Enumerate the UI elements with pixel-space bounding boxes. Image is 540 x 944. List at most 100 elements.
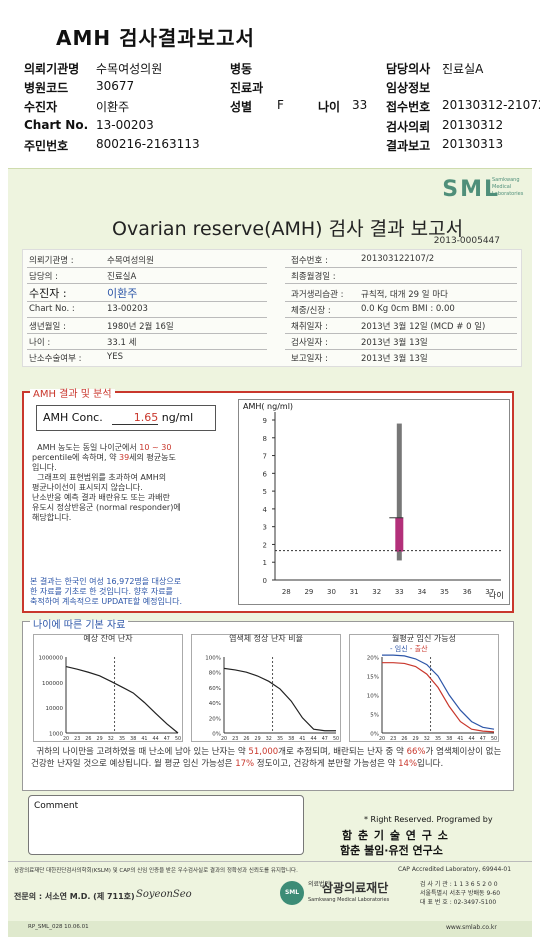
info-report: 2013년 3월 13일: [361, 354, 428, 364]
foundation-name-en: Samkwang Medical Laboratories: [308, 897, 390, 903]
mini-x-tick-label: 38: [446, 736, 452, 742]
age-summary: 귀하의 나이만을 고려하였을 때 난소에 남아 있는 난자는 약 51,000개…: [31, 746, 507, 770]
amh-desc-range: 10 ~ 30: [139, 443, 172, 452]
x-tick-label: 35: [440, 588, 449, 596]
foundation-prefix: 의료법인: [308, 881, 331, 888]
x-tick-label: 33: [395, 588, 404, 596]
institution-value: 수목여성의원: [96, 62, 163, 76]
form-number: RP_SML_028 10.06.01: [28, 924, 89, 930]
summary-preg: 17%: [235, 759, 255, 769]
amh-conc-box: AMH Conc. 1.65 ng/ml: [36, 405, 216, 431]
amh-chart-ylabel: AMH( ng/ml): [243, 402, 294, 411]
info-doctor-label: 담당의 :: [29, 272, 59, 282]
normal-egg-ratio-svg: 100% 80% 60% 40% 20% 0%20 23 26 29 32 35 38 41 44 47 50: [205, 656, 339, 743]
ward-label: 병동: [230, 62, 253, 76]
info-age-label: 나이 :: [29, 338, 51, 348]
x-tick-label: 37: [485, 588, 494, 596]
mini-x-tick-label: 44: [311, 736, 317, 742]
remaining-eggs-title: 예상 잔여 난자: [83, 634, 133, 643]
mini-x-tick-label: 44: [469, 736, 475, 742]
report-title: Ovarian reserve(AMH) 검사 결과 보고서: [112, 218, 464, 240]
info-receipt: 201303122107/2: [361, 254, 435, 264]
pregnancy-legend: - 임신 - 출산: [390, 645, 428, 653]
mini-x-tick-label: 44: [153, 736, 159, 742]
mini-x-tick-label: 26: [85, 736, 91, 742]
age-section-title: 나이에 따른 기본 자료: [30, 620, 129, 631]
y-tick-label: 8: [263, 435, 267, 443]
doctor-label: 담당의사: [386, 62, 431, 76]
info-collect-label: 채취일자 :: [291, 322, 328, 332]
signature: SoyeonSeo: [136, 889, 192, 900]
mini-x-tick-label: 26: [401, 736, 407, 742]
request-label: 검사의뢰: [386, 120, 431, 134]
info-doctor: 진료실A: [107, 272, 137, 282]
mini-x-tick-label: 29: [97, 736, 103, 742]
mini-x-tick-label: 32: [424, 736, 430, 742]
comment-label: Comment: [34, 801, 79, 811]
amh-desc-2-tail: 세의 평균농도: [129, 453, 176, 462]
comment-box: Comment: [28, 795, 304, 855]
summary-1: 귀하의 나이만을 고려하였을 때 난소에 남아 있는 난자는 약: [36, 747, 246, 757]
summary-2: 개로 추정되며, 배란되는 난자 중: [278, 747, 394, 757]
info-history-label: 과거생리습관 :: [291, 290, 344, 300]
info-receipt-label: 접수번호 :: [291, 256, 328, 266]
mini-x-tick-label: 47: [322, 736, 328, 742]
contact-3: 대 표 번 호 : 02-3497-5100: [420, 899, 497, 906]
info-surgery-label: 난소수술여부 :: [29, 354, 82, 364]
id-value: 800216-2163113: [96, 137, 200, 151]
legend-pregnancy: 임신: [394, 645, 408, 653]
mini-y-tick-label: 10%: [367, 694, 379, 700]
series-line: [65, 665, 179, 734]
series-line: [382, 654, 495, 730]
foundation-name: 삼광의료재단: [322, 881, 389, 895]
mini-x-tick-label: 47: [164, 736, 170, 742]
mini-x-tick-label: 38: [288, 736, 294, 742]
summary-4: 가 염색체이상이 없는 건강한 난자일 것으로 예상됩니다. 월 평균 임신 가…: [31, 747, 502, 769]
info-birth-label: 생년월일 :: [29, 322, 66, 332]
y-tick-label: 5: [263, 488, 267, 496]
mini-x-tick-label: 23: [390, 736, 396, 742]
normal-egg-ratio-chart: 염색체 정상 난자 비율 100% 80% 60% 40% 20% 0% 20 23 26 29 3…: [191, 634, 341, 742]
mini-x-tick-label: 41: [457, 736, 463, 742]
summary-5: 정도이고,: [256, 759, 291, 769]
summary-pct: 66%: [406, 747, 426, 757]
x-tick-label: 31: [350, 588, 359, 596]
report-number: 2013-0005447: [433, 236, 500, 246]
mini-x-tick-label: 23: [232, 736, 238, 742]
chart-no-label: Chart No.: [24, 118, 89, 132]
amh-desc-7: 유도시 정상반응군 (normal responder)에: [32, 503, 181, 512]
doctor-value: 진료실A: [442, 62, 484, 76]
mini-y-tick-label: 1000: [49, 732, 63, 738]
mini-y-tick-label: 100%: [205, 656, 221, 662]
patient-value: 이환주: [96, 100, 130, 114]
patient-info-block: 의뢰기관명 : 수목여성의원 접수번호 : 201303122107/2 담당의…: [22, 249, 522, 367]
page-title: AMH 검사결과보고서: [56, 26, 255, 50]
sex-label: 성별: [230, 100, 253, 114]
mini-y-tick-label: 10000: [46, 706, 64, 712]
x-tick-label: 36: [463, 588, 472, 596]
y-tick-label: 1: [263, 559, 267, 567]
receipt-value: 20130312-21072: [442, 98, 540, 112]
clinical-label: 임상정보: [386, 81, 431, 95]
mini-y-tick-label: 40%: [209, 701, 221, 707]
y-tick-label: 7: [263, 453, 267, 461]
x-tick-label: 30: [327, 588, 336, 596]
receipt-label: 접수번호: [386, 100, 431, 114]
mini-y-tick-label: 15%: [367, 675, 379, 681]
x-tick-label: 34: [417, 588, 426, 596]
amh-section-title: AMH 결과 및 분석: [30, 389, 115, 400]
mini-x-tick-label: 35: [277, 736, 283, 742]
institution-label: 의뢰기관명: [24, 62, 80, 76]
series-line: [223, 667, 336, 732]
info-patient: 이환주: [107, 287, 138, 300]
amh-desc-2: percentile에 속하며, 약: [32, 453, 117, 462]
report-value: 20130313: [442, 137, 504, 151]
website: www.smlab.co.kr: [446, 924, 497, 931]
age-data-box: 예상 잔여 난자 1000000 100000 10000 1000 20 23 26 29 3…: [22, 621, 514, 791]
mini-y-tick-label: 20%: [209, 716, 221, 722]
info-history: 규칙적, 대개 29 일 마다: [361, 290, 448, 300]
info-report-label: 보고일자 :: [291, 354, 328, 364]
mini-x-tick-label: 41: [141, 736, 147, 742]
mini-x-tick-label: 29: [255, 736, 261, 742]
mini-x-tick-label: 20: [63, 736, 69, 742]
